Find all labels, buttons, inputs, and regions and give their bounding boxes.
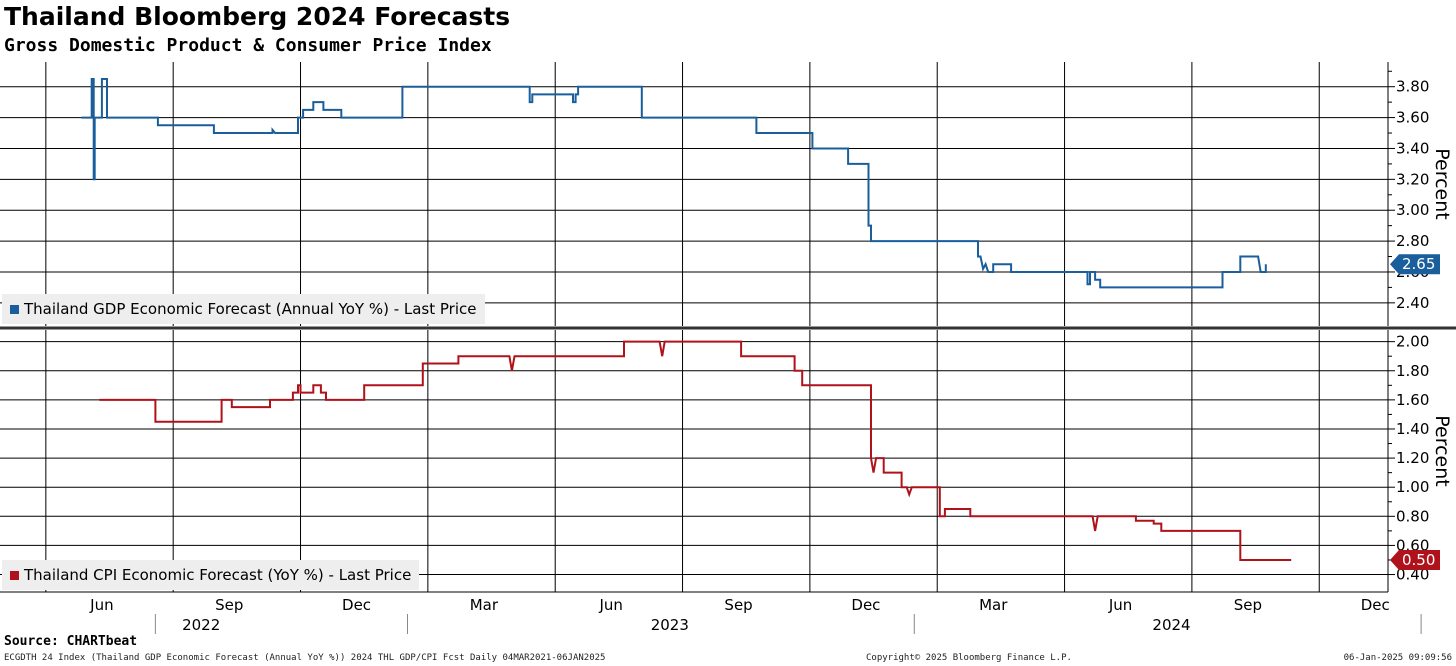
gridlines <box>0 62 1388 592</box>
axes <box>0 62 1456 634</box>
cpi-panel-ytick-label: 1.80 <box>1396 362 1429 380</box>
x-month-label: Dec <box>342 596 371 614</box>
cpi-legend: Thailand CPI Economic Forecast (YoY %) -… <box>2 560 420 590</box>
axis-labels: 2.402.602.803.003.203.403.603.802.65Perc… <box>89 78 1453 634</box>
gdp-legend: Thailand GDP Economic Forecast (Annual Y… <box>2 294 485 324</box>
cpi-legend-swatch <box>10 570 19 580</box>
gdp-panel-last-label: 2.65 <box>1402 255 1435 273</box>
gdp-legend-swatch <box>10 304 19 314</box>
cpi-panel-ytick-label: 1.40 <box>1396 420 1429 438</box>
cpi-panel-ytick-label: 1.60 <box>1396 391 1429 409</box>
cpi-panel-ytick-label: 1.00 <box>1396 478 1429 496</box>
series <box>81 78 1292 561</box>
cpi-panel-last-label: 0.50 <box>1402 551 1435 569</box>
gdp-panel-ylabel: Percent <box>1431 148 1453 220</box>
gdp-panel-ytick-label: 3.80 <box>1396 78 1429 96</box>
x-year-label: 2023 <box>651 616 689 634</box>
x-month-label: Mar <box>470 596 499 614</box>
x-month-label: Jun <box>1108 596 1132 614</box>
cpi-panel-line <box>99 340 1292 561</box>
cpi-panel-ytick-label: 0.80 <box>1396 507 1429 525</box>
cpi-legend-label: Thailand CPI Economic Forecast (YoY %) -… <box>24 566 412 584</box>
cpi-panel-ytick-label: 1.20 <box>1396 449 1429 467</box>
footer-index-info: ECGDTH 24 Index (Thailand GDP Economic F… <box>4 653 606 663</box>
gdp-panel-ytick-label: 3.40 <box>1396 139 1429 157</box>
x-month-label: Jun <box>89 596 113 614</box>
x-month-label: Dec <box>851 596 880 614</box>
gdp-panel-ytick-label: 3.00 <box>1396 201 1429 219</box>
x-month-label: Sep <box>1234 596 1262 614</box>
gdp-panel-ytick-label: 3.20 <box>1396 170 1429 188</box>
chart-subtitle: Gross Domestic Product & Consumer Price … <box>4 35 492 56</box>
cpi-panel-ytick-label: 0.40 <box>1396 566 1429 584</box>
x-month-label: Sep <box>215 596 243 614</box>
gdp-panel-last-badge <box>1390 254 1440 275</box>
x-month-label: Sep <box>724 596 752 614</box>
x-month-label: Mar <box>979 596 1008 614</box>
x-month-label: Jun <box>599 596 623 614</box>
gdp-panel-ytick-label: 3.60 <box>1396 109 1429 127</box>
x-year-label: 2022 <box>182 616 220 634</box>
cpi-panel-last-badge <box>1390 549 1440 570</box>
cpi-panel-ylabel: Percent <box>1431 415 1453 487</box>
gdp-panel-line <box>81 78 1267 289</box>
gdp-legend-label: Thailand GDP Economic Forecast (Annual Y… <box>24 300 477 318</box>
x-month-label: Dec <box>1361 596 1390 614</box>
x-year-label: 2024 <box>1152 616 1190 634</box>
footer-timestamp: 06-Jan-2025 09:09:56 <box>1343 653 1452 663</box>
source-note: Source: CHARTbeat <box>4 634 138 649</box>
cpi-panel-ytick-label: 0.60 <box>1396 536 1429 554</box>
cpi-panel-ytick-label: 2.00 <box>1396 333 1429 351</box>
footer-copyright: Copyright© 2025 Bloomberg Finance L.P. <box>866 653 1072 663</box>
chart-title: Thailand Bloomberg 2024 Forecasts <box>4 2 511 31</box>
gdp-panel-ytick-label: 2.80 <box>1396 232 1429 250</box>
gdp-panel-ytick-label: 2.40 <box>1396 294 1429 312</box>
